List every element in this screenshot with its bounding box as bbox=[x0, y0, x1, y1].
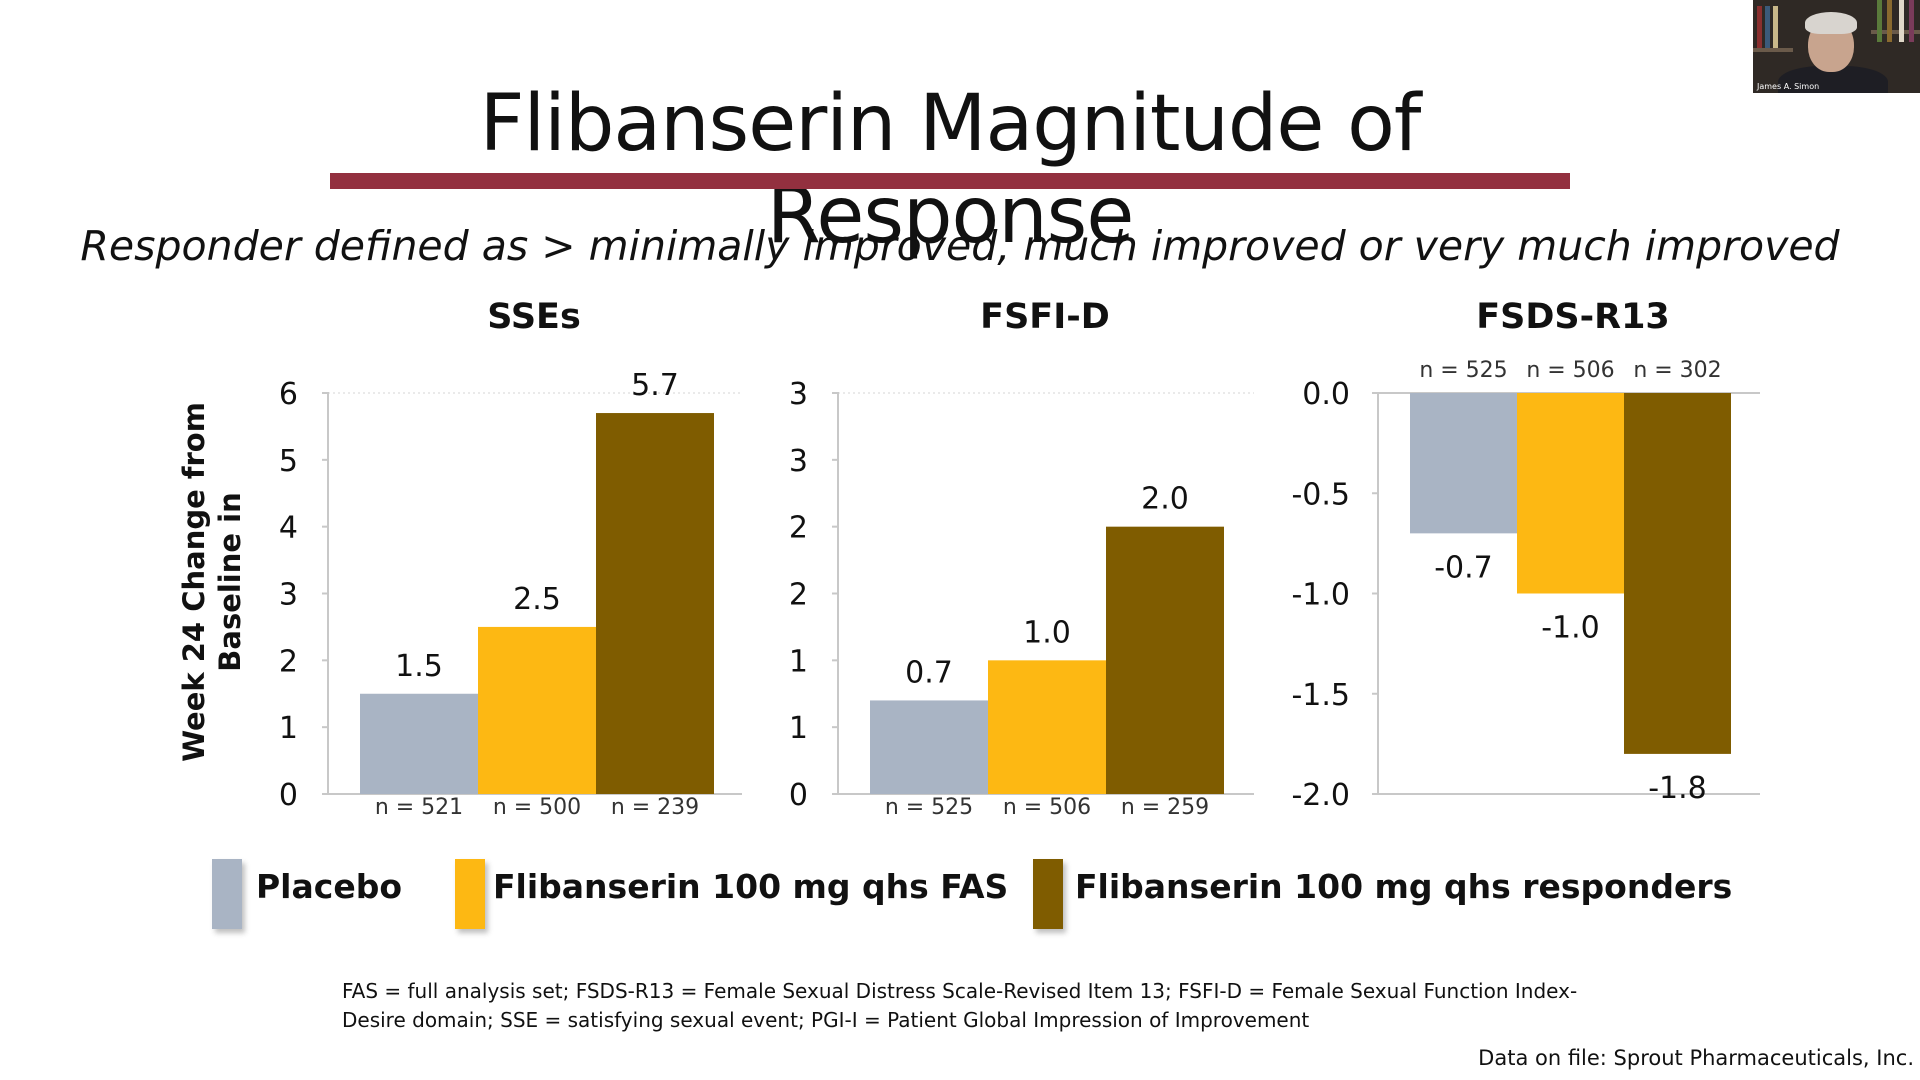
legend-swatch-placebo bbox=[212, 859, 242, 929]
bar-fsds-r13-2 bbox=[1517, 393, 1624, 594]
webcam-thumbnail[interactable]: James A. Simon bbox=[1753, 0, 1920, 93]
data-label-sses-3: 5.7 bbox=[631, 368, 679, 403]
data-label-fsfi-d-2: 1.0 bbox=[1023, 615, 1071, 650]
legend-label-fas: Flibanserin 100 mg qhs FAS bbox=[493, 867, 1009, 906]
speaker-hair bbox=[1805, 12, 1857, 34]
data-label-fsds-r13-1: -0.7 bbox=[1434, 550, 1493, 585]
tick-label-sses: 4 bbox=[279, 511, 298, 546]
bar-fsds-r13-3 bbox=[1624, 393, 1731, 754]
tick-label-sses: 3 bbox=[279, 578, 298, 613]
bar-fsfi-d-3 bbox=[1106, 526, 1224, 794]
title-underline bbox=[330, 173, 1570, 189]
slide-subtitle: Responder defined as > minimally improve… bbox=[80, 222, 1840, 270]
data-label-fsds-r13-3: -1.8 bbox=[1648, 771, 1707, 806]
n-label-fsds-r13-1: n = 525 bbox=[1419, 358, 1507, 383]
legend-label-responders: Flibanserin 100 mg qhs responders bbox=[1075, 867, 1733, 906]
n-label-fsfi-d-2: n = 506 bbox=[1003, 795, 1091, 820]
charts-layer: SSEs 6 5 4 3 2 1 0 1.5 n = 521 2.5 n = 500 5.7 n = 23… bbox=[279, 297, 1760, 820]
data-label-fsfi-d-3: 2.0 bbox=[1141, 482, 1189, 517]
data-label-fsfi-d-1: 0.7 bbox=[905, 655, 953, 690]
n-label-sses-2: n = 500 bbox=[493, 795, 581, 820]
legend: Placebo Flibanserin 100 mg qhs FAS Fliba… bbox=[0, 855, 1920, 935]
n-label-fsfi-d-3: n = 259 bbox=[1121, 795, 1209, 820]
bar-fsfi-d-2 bbox=[988, 660, 1106, 794]
chart-title-sses: SSEs bbox=[487, 297, 581, 337]
n-label-sses-1: n = 521 bbox=[375, 795, 463, 820]
chart-title-fsds-r13: FSDS-R13 bbox=[1476, 297, 1670, 337]
bar-fsfi-d-1 bbox=[870, 700, 988, 794]
webcam-name-label: James A. Simon bbox=[1757, 82, 1820, 91]
source-note: Data on file: Sprout Pharmaceuticals, In… bbox=[1478, 1046, 1914, 1070]
chart-title-fsfi-d: FSFI-D bbox=[980, 297, 1110, 337]
tick-label-sses: 0 bbox=[279, 778, 298, 813]
n-label-fsds-r13-2: n = 506 bbox=[1526, 358, 1614, 383]
tick-label-fsfi-d: 3 bbox=[789, 377, 808, 412]
bar-sses-3 bbox=[596, 413, 714, 794]
y-axis-label-line2: Baseline in bbox=[213, 492, 247, 671]
tick-label-fsfi-d: 0 bbox=[789, 778, 808, 813]
footnote: FAS = full analysis set; FSDS-R13 = Fema… bbox=[342, 979, 1578, 1032]
tick-label-fsds-r13: 0.0 bbox=[1302, 377, 1350, 412]
y-axis-label-line1: Week 24 Change from bbox=[177, 402, 211, 762]
bar-sses-2 bbox=[478, 626, 596, 794]
tick-label-fsfi-d: 2 bbox=[789, 578, 808, 613]
tick-label-sses: 6 bbox=[279, 377, 298, 412]
tick-label-fsds-r13: -2.0 bbox=[1291, 778, 1350, 813]
data-label-fsds-r13-2: -1.0 bbox=[1541, 611, 1600, 646]
tick-label-fsds-r13: -1.0 bbox=[1291, 578, 1350, 613]
n-label-sses-3: n = 239 bbox=[611, 795, 699, 820]
data-label-sses-2: 2.5 bbox=[513, 582, 561, 617]
data-label-sses-1: 1.5 bbox=[395, 649, 443, 684]
legend-label-placebo: Placebo bbox=[256, 867, 403, 906]
tick-label-fsds-r13: -1.5 bbox=[1291, 678, 1350, 713]
tick-label-fsfi-d: 1 bbox=[789, 644, 808, 679]
tick-label-fsds-r13: -0.5 bbox=[1291, 477, 1350, 512]
n-label-fsds-r13-3: n = 302 bbox=[1633, 358, 1721, 383]
tick-label-sses: 1 bbox=[279, 711, 298, 746]
legend-swatch-fas bbox=[455, 859, 485, 929]
bar-fsds-r13-1 bbox=[1410, 393, 1517, 534]
tick-label-sses: 5 bbox=[279, 444, 298, 479]
tick-label-fsfi-d: 1 bbox=[789, 711, 808, 746]
bar-sses-1 bbox=[360, 693, 478, 794]
legend-swatch-responders bbox=[1033, 859, 1063, 929]
tick-label-sses: 2 bbox=[279, 644, 298, 679]
tick-label-fsfi-d: 2 bbox=[789, 511, 808, 546]
tick-label-fsfi-d: 3 bbox=[789, 444, 808, 479]
n-label-fsfi-d-1: n = 525 bbox=[885, 795, 973, 820]
